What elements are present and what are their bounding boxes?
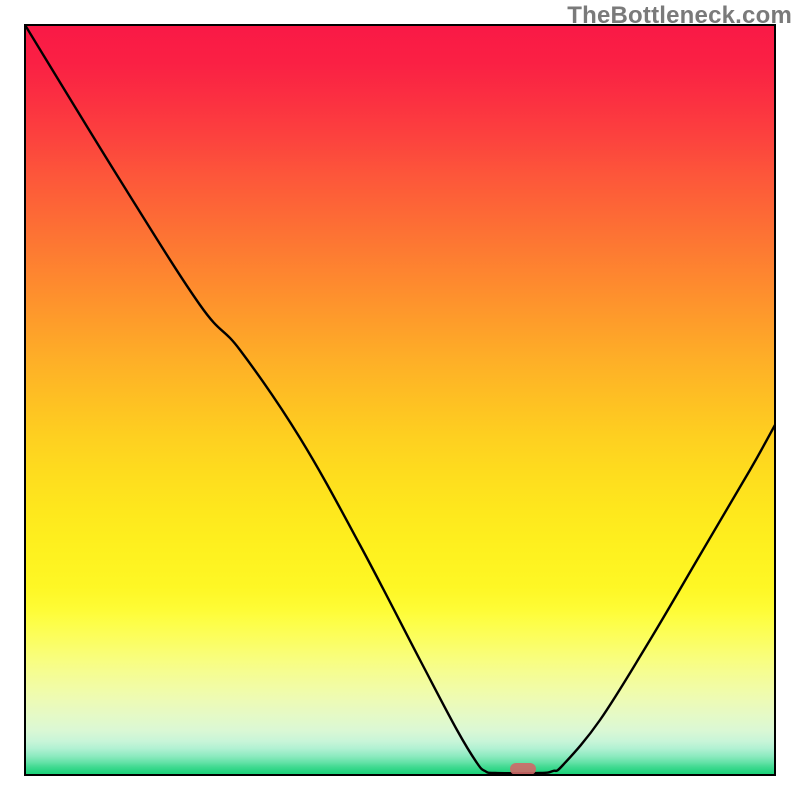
bottleneck-chart: [0, 0, 800, 800]
minimum-marker: [510, 763, 536, 775]
watermark-text: TheBottleneck.com: [567, 2, 792, 30]
gradient-background: [25, 25, 775, 775]
